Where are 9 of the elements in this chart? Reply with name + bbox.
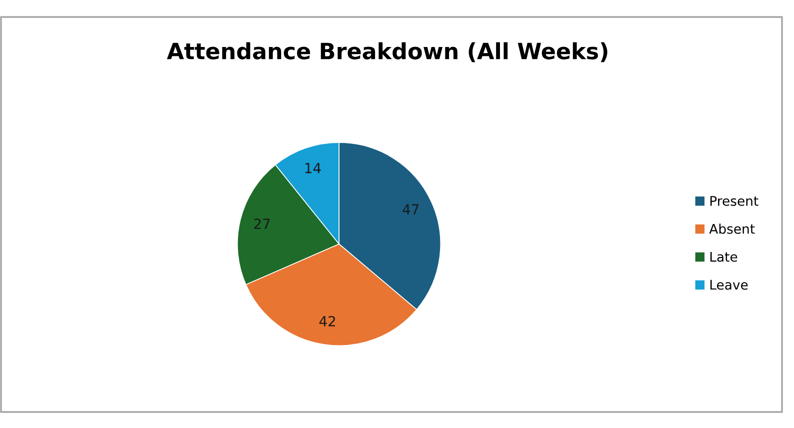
data-label: 47 (402, 204, 419, 214)
legend-label: Absent (709, 224, 755, 234)
data-label: 14 (305, 162, 321, 174)
data-label: 27 (254, 218, 270, 229)
legend-label: Late (710, 252, 738, 262)
chart-title: Attendance Breakdown (All Weeks) (166, 42, 608, 62)
legend-label: Present (710, 196, 758, 206)
data-label: 42 (319, 316, 335, 326)
legend-label: Leave (710, 280, 748, 290)
